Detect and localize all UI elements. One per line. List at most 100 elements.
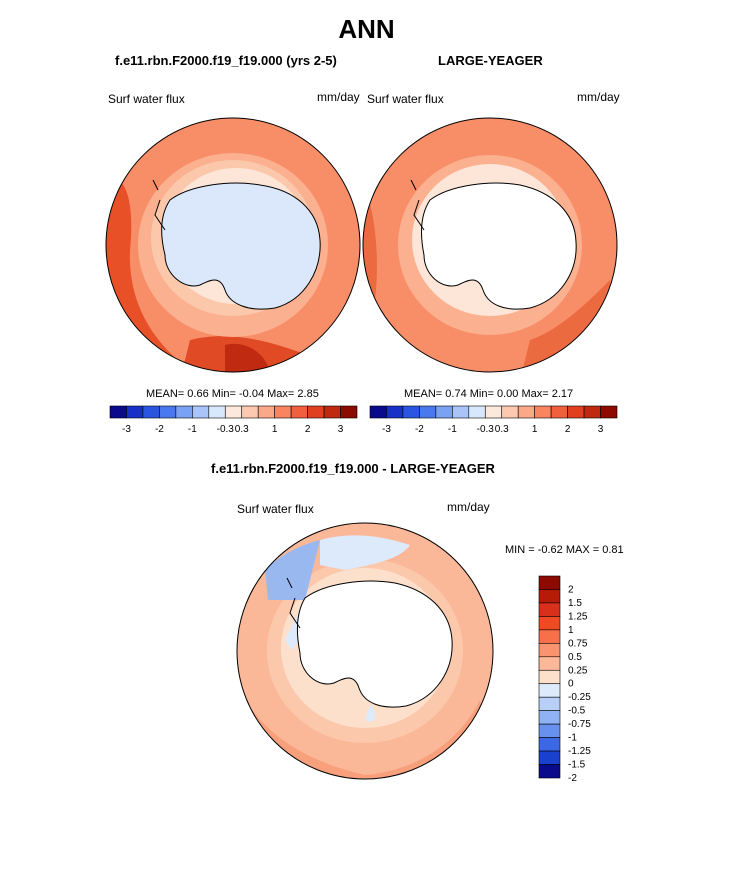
- right-colorbar-swatch: [386, 405, 404, 419]
- diff-colorbar-tick-label: -1.5: [568, 760, 586, 771]
- right-colorbar-tick-label: -3: [382, 424, 391, 435]
- left-variable-label: Surf water flux: [108, 92, 185, 106]
- figure-title: ANN: [338, 14, 395, 44]
- left-colorbar-tick-label: 3: [338, 424, 344, 435]
- left-colorbar: -3 -2 -1 -0.3 0.3 1 2 3: [109, 405, 358, 435]
- diff-colorbar-swatch: [538, 656, 561, 671]
- diff-colorbar-swatch: [538, 575, 561, 590]
- left-panel-title: f.e11.rbn.F2000.f19_f19.000 (yrs 2-5): [115, 53, 337, 68]
- diff-colorbar-swatch: [538, 602, 561, 617]
- diff-colorbar-swatch: [538, 683, 561, 698]
- right-panel-title: LARGE-YEAGER: [438, 53, 543, 68]
- right-colorbar-swatch: [550, 405, 568, 419]
- left-colorbar-tick-label: 2: [305, 424, 311, 435]
- diff-variable-label: Surf water flux: [237, 502, 314, 516]
- right-colorbar-swatch: [468, 405, 486, 419]
- left-colorbar-swatch: [208, 405, 226, 419]
- diff-colorbar-tick-label: 1: [568, 625, 574, 636]
- left-stats: MEAN= 0.66 Min= -0.04 Max= 2.85: [146, 388, 319, 400]
- right-colorbar-tick-label: 3: [598, 424, 604, 435]
- diff-colorbar-swatch: [538, 669, 561, 685]
- diff-colorbar-swatch: [538, 629, 561, 644]
- left-colorbar-swatch: [323, 405, 341, 419]
- diff-minmax: MIN = -0.62 MAX = 0.81: [505, 544, 624, 556]
- diff-panel-title: f.e11.rbn.F2000.f19_f19.000 - LARGE-YEAG…: [211, 461, 495, 476]
- left-colorbar-swatch: [159, 405, 177, 419]
- left-colorbar-swatch: [192, 405, 210, 419]
- diff-colorbar-swatch: [538, 696, 561, 711]
- right-colorbar-swatch: [583, 405, 601, 419]
- diff-colorbar-tick-label: -0.5: [568, 706, 586, 717]
- left-colorbar-swatch: [142, 405, 160, 419]
- left-colorbar-tick-label: 1: [272, 424, 278, 435]
- right-mean-value: 0.74: [445, 388, 467, 400]
- diff-colorbar-tick-label: 0: [568, 679, 574, 690]
- left-units-label: mm/day: [317, 90, 360, 104]
- right-colorbar-tick-label: 2: [565, 424, 571, 435]
- right-units-label: mm/day: [577, 90, 620, 104]
- left-colorbar-swatch: [257, 405, 275, 419]
- diff-colorbar-tick-label: 0.5: [568, 652, 582, 663]
- left-max-value: 2.85: [297, 388, 319, 400]
- left-colorbar-tick-label: 0.3: [235, 424, 249, 435]
- right-mean-label: MEAN=: [404, 388, 443, 400]
- left-colorbar-swatch: [274, 405, 292, 419]
- right-colorbar-swatch: [484, 405, 503, 419]
- left-colorbar-swatch: [307, 405, 325, 419]
- left-min-value: -0.04: [238, 388, 265, 400]
- diff-colorbar-swatch: [538, 710, 561, 725]
- diff-colorbar-swatch: [538, 750, 561, 765]
- right-colorbar-swatch: [501, 405, 519, 419]
- left-colorbar-tick-label: -0.3: [217, 424, 235, 435]
- right-colorbar-swatch: [534, 405, 552, 419]
- left-colorbar-swatch: [109, 405, 127, 419]
- right-colorbar-tick-label: 0.3: [495, 424, 509, 435]
- diff-units-label: mm/day: [447, 500, 490, 514]
- right-colorbar-tick-label: -1: [448, 424, 457, 435]
- diff-colorbar-swatch: [538, 737, 561, 752]
- left-colorbar-swatch: [224, 405, 243, 419]
- left-colorbar-swatch: [126, 405, 144, 419]
- left-min-label: Min=: [211, 388, 236, 400]
- right-colorbar-swatch: [567, 405, 585, 419]
- right-variable-label: Surf water flux: [367, 92, 444, 106]
- left-max-label: Max=: [267, 388, 295, 400]
- diff-colorbar-swatch: [538, 723, 561, 738]
- left-colorbar-swatch: [340, 405, 358, 419]
- left-colorbar-tick-label: -1: [188, 424, 197, 435]
- diff-colorbar-tick-label: 0.25: [568, 665, 588, 676]
- right-colorbar-tick-label: -0.3: [477, 424, 495, 435]
- right-colorbar-swatch: [419, 405, 437, 419]
- diff-colorbar-tick-label: 1.5: [568, 598, 582, 609]
- diff-colorbar-tick-label: -1: [568, 733, 577, 744]
- left-colorbar-swatch: [241, 405, 259, 419]
- right-max-label: Max=: [521, 388, 549, 400]
- diff-colorbar: 2 1.5 1.25 1 0.75 0.5 0.25 0 -0.25 -0.5 -0.75 -1 -1.…: [538, 575, 591, 784]
- right-colorbar-swatch: [452, 405, 470, 419]
- right-colorbar-swatch: [369, 405, 387, 419]
- right-colorbar-tick-label: -2: [415, 424, 424, 435]
- right-min-label: Min=: [469, 388, 494, 400]
- left-colorbar-tick-label: -2: [155, 424, 164, 435]
- right-colorbar-tick-label: 1: [532, 424, 538, 435]
- diff-colorbar-tick-label: 1.25: [568, 611, 588, 622]
- left-mean-label: MEAN=: [146, 388, 185, 400]
- diff-colorbar-tick-label: -0.75: [568, 719, 591, 730]
- right-min-value: 0.00: [496, 388, 519, 400]
- right-colorbar: -3 -2 -1 -0.3 0.3 1 2 3: [369, 405, 618, 435]
- diff-colorbar-tick-label: -1.25: [568, 746, 591, 757]
- diff-colorbar-tick-label: -0.25: [568, 692, 591, 703]
- diff-colorbar-tick-label: 0.75: [568, 638, 588, 649]
- left-colorbar-swatch: [175, 405, 193, 419]
- right-colorbar-swatch: [600, 405, 618, 419]
- right-max-value: 2.17: [551, 388, 574, 400]
- diff-colorbar-tick-label: -2: [568, 773, 577, 784]
- right-colorbar-swatch: [517, 405, 535, 419]
- right-colorbar-swatch: [435, 405, 453, 419]
- right-colorbar-swatch: [402, 405, 420, 419]
- left-colorbar-swatch: [290, 405, 308, 419]
- diff-colorbar-tick-label: 2: [568, 584, 574, 595]
- diff-colorbar-swatch: [538, 643, 561, 658]
- left-colorbar-tick-label: -3: [122, 424, 131, 435]
